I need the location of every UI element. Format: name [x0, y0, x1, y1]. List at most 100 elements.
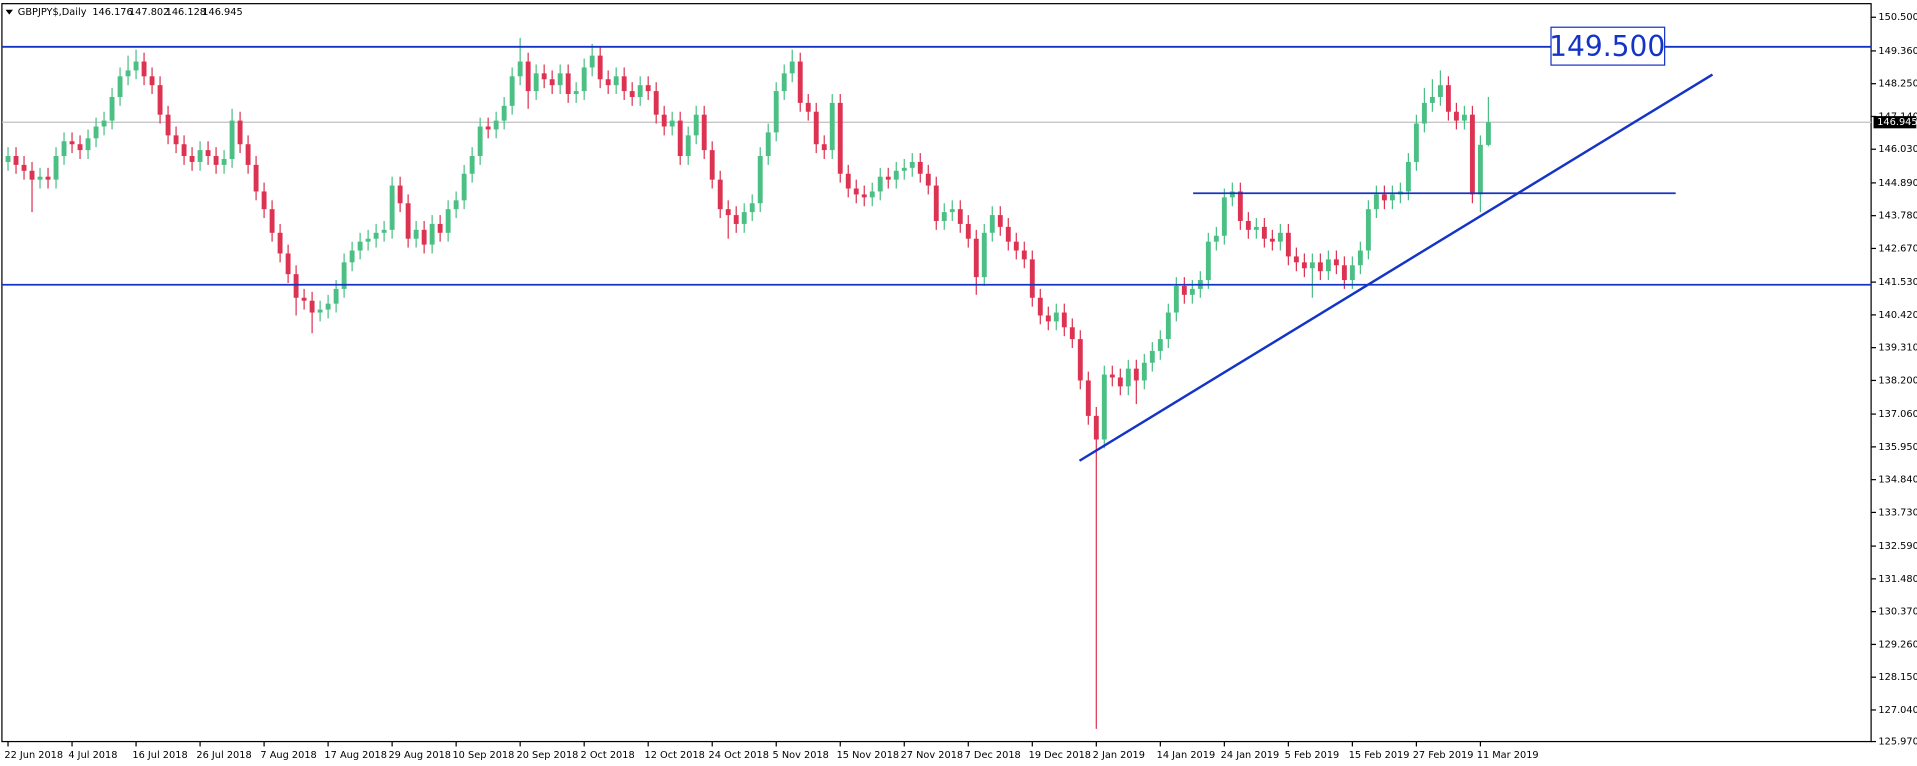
- x-tick-label: 27 Nov 2018: [901, 750, 964, 761]
- candle-body: [173, 135, 179, 145]
- x-tick-label: 29 Aug 2018: [388, 750, 451, 761]
- candle-body: [949, 209, 955, 213]
- candle-body: [149, 76, 155, 86]
- candle-body: [693, 114, 699, 136]
- candle-body: [317, 309, 323, 313]
- candle-body: [373, 232, 379, 239]
- candle-body: [277, 232, 283, 254]
- candle-body: [1237, 191, 1243, 221]
- x-tick-label: 26 Jul 2018: [196, 750, 251, 761]
- candle-body: [1349, 265, 1355, 281]
- candle-body: [93, 126, 99, 139]
- candle-body: [1085, 380, 1091, 416]
- candle-body: [877, 176, 883, 192]
- candle-body: [1269, 238, 1275, 242]
- candle-body: [1413, 123, 1419, 162]
- candle-body: [1429, 96, 1435, 103]
- candle-body: [333, 288, 339, 304]
- candle-body: [1021, 250, 1027, 260]
- candle-body: [325, 303, 331, 310]
- candle-body: [989, 215, 995, 233]
- candle-body: [117, 76, 123, 97]
- candle-body: [957, 209, 963, 224]
- candle-body: [605, 79, 611, 86]
- candle-body: [405, 203, 411, 239]
- candle-body: [1165, 312, 1171, 340]
- candle-body: [797, 61, 803, 103]
- x-tick-label: 24 Oct 2018: [709, 750, 769, 761]
- y-tick-label: 137.060: [1878, 409, 1917, 420]
- candle-body: [1405, 161, 1411, 192]
- x-tick-label: 5 Feb 2019: [1285, 750, 1340, 761]
- candle-body: [1309, 262, 1315, 269]
- candle-body: [765, 132, 771, 157]
- candle-body: [1229, 191, 1235, 198]
- candle-body: [269, 209, 275, 233]
- candle-body: [1125, 368, 1131, 387]
- candle-body: [821, 144, 827, 151]
- candle-body: [37, 176, 43, 180]
- candle-body: [61, 141, 67, 157]
- y-tick-label: 146.030: [1878, 144, 1917, 155]
- y-tick-label: 135.950: [1878, 442, 1917, 453]
- candle-body: [461, 173, 467, 201]
- x-tick-label: 19 Dec 2018: [1029, 750, 1091, 761]
- candle-body: [773, 91, 779, 133]
- candle-body: [245, 144, 251, 165]
- y-tick-label: 141.530: [1878, 277, 1917, 288]
- candle-body: [1069, 327, 1075, 340]
- candle-body: [1485, 122, 1491, 145]
- candle-body: [341, 262, 347, 289]
- candle-body: [1157, 339, 1163, 351]
- y-tick-label: 134.840: [1878, 475, 1917, 486]
- candle-body: [653, 91, 659, 115]
- candle-body: [1013, 241, 1019, 251]
- candle-body: [941, 212, 947, 221]
- y-tick-label: 129.260: [1878, 639, 1917, 650]
- menu-arrow[interactable]: [5, 9, 13, 15]
- candle-body: [757, 156, 763, 204]
- candle-body: [1461, 114, 1467, 121]
- candle-body: [485, 126, 491, 130]
- y-tick-label: 142.670: [1878, 243, 1917, 254]
- candle-body: [413, 229, 419, 239]
- candle-body: [1077, 339, 1083, 381]
- candle-body: [1093, 415, 1099, 440]
- candle-body: [21, 164, 27, 171]
- candle-body: [717, 179, 723, 210]
- candle-body: [1205, 241, 1211, 281]
- candle-body: [965, 223, 971, 239]
- y-tick-label: 150.500: [1878, 12, 1917, 23]
- x-tick-label: 4 Jul 2018: [68, 750, 117, 761]
- candle-body: [973, 238, 979, 278]
- candle-body: [677, 120, 683, 157]
- candle-body: [109, 96, 115, 121]
- candle-body: [1005, 226, 1011, 242]
- candle-body: [1117, 377, 1123, 387]
- candle-body: [293, 274, 299, 298]
- candle-body: [541, 73, 547, 80]
- y-tick-label: 132.590: [1878, 541, 1917, 552]
- candle-body: [1341, 265, 1347, 281]
- y-tick-label: 144.890: [1878, 178, 1917, 189]
- candle-body: [1173, 285, 1179, 313]
- candle-body: [69, 141, 75, 145]
- candle-body: [1381, 194, 1387, 201]
- candle-body: [669, 120, 675, 127]
- candle-body: [493, 120, 499, 130]
- candle-body: [1149, 350, 1155, 363]
- header-high: 147.802: [129, 7, 169, 18]
- x-tick-label: 27 Feb 2019: [1413, 750, 1474, 761]
- x-tick-label: 20 Sep 2018: [516, 750, 578, 761]
- candle-body: [1109, 374, 1115, 378]
- candle-body: [805, 102, 811, 112]
- candle-body: [157, 85, 163, 115]
- candle-body: [45, 176, 51, 180]
- candle-body: [445, 209, 451, 233]
- x-tick-label: 7 Dec 2018: [965, 750, 1021, 761]
- header-open: 146.176: [92, 7, 132, 18]
- candle-body: [389, 185, 395, 230]
- candle-body: [1421, 102, 1427, 124]
- candle-body: [1053, 312, 1059, 322]
